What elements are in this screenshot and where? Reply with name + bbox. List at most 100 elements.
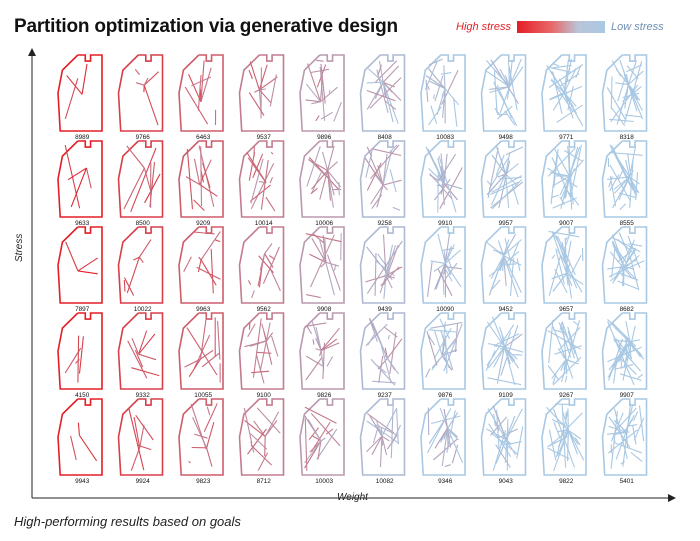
structural-member [496, 346, 506, 384]
structural-member [308, 159, 328, 171]
structural-member [445, 262, 458, 279]
structural-member [563, 67, 577, 93]
structural-member [606, 87, 627, 121]
structural-member [625, 431, 629, 449]
structural-member [305, 357, 323, 381]
design-cell: 9826 [299, 312, 345, 399]
structural-member [614, 327, 631, 343]
structural-member [503, 239, 522, 257]
design-cell: 9439 [359, 226, 406, 313]
partition-outline [178, 140, 224, 218]
design-cell: 9332 [117, 312, 164, 399]
structural-member [81, 63, 88, 95]
design-value-label: 8682 [620, 306, 635, 313]
structural-member [499, 86, 511, 114]
structural-member [131, 367, 160, 377]
structural-member [70, 435, 77, 461]
structural-member [373, 173, 384, 186]
structural-member [629, 158, 634, 208]
partition-outline [117, 226, 164, 304]
structural-member [433, 438, 458, 461]
structural-member [371, 435, 383, 455]
x-axis-label: Weight [337, 492, 368, 503]
structural-member [494, 421, 500, 432]
structural-member [487, 346, 505, 369]
structural-member [305, 83, 321, 103]
design-cell: 9924 [117, 398, 164, 485]
design-cell: 10055 [178, 312, 224, 399]
structural-member [243, 407, 253, 444]
partition-outline [57, 54, 103, 132]
structural-member [139, 424, 145, 448]
structural-member [559, 73, 580, 87]
structural-member [555, 248, 565, 285]
structural-member [269, 74, 277, 107]
structural-member [486, 70, 510, 88]
structural-member [552, 273, 568, 292]
structural-member [494, 69, 510, 88]
structural-member [319, 350, 322, 357]
design-value-label: 10083 [436, 134, 454, 141]
structural-member [325, 428, 334, 435]
structural-member [427, 408, 452, 454]
structural-member [431, 355, 443, 371]
structural-member [386, 338, 403, 359]
structural-member [570, 144, 582, 197]
structural-member [78, 434, 98, 462]
design-cell: 7897 [57, 226, 103, 313]
structural-member [67, 167, 87, 181]
structural-member [444, 268, 453, 282]
structural-member [304, 406, 337, 424]
structural-member [493, 82, 518, 127]
structural-member [325, 261, 340, 267]
structural-member [505, 151, 511, 175]
structural-member [494, 333, 520, 346]
design-value-label: 9209 [196, 220, 211, 227]
structural-member [186, 149, 194, 210]
structural-member [264, 243, 273, 254]
structural-member [371, 148, 402, 157]
structural-member [443, 251, 446, 264]
design-value-label: 9007 [559, 220, 574, 227]
design-cell: 9771 [541, 54, 587, 141]
structural-member [562, 355, 567, 360]
structural-member [320, 437, 326, 442]
structural-member [607, 346, 642, 363]
structural-member [248, 92, 265, 116]
structural-member [615, 82, 629, 86]
structural-member [552, 175, 570, 187]
structural-member [254, 89, 260, 93]
structural-member [571, 254, 582, 274]
structural-member [304, 440, 322, 464]
structural-member [516, 258, 521, 272]
structural-member [306, 325, 313, 334]
structural-member [552, 197, 577, 209]
structural-member [304, 322, 327, 327]
structural-member [260, 160, 269, 210]
structural-member [316, 59, 324, 62]
structural-member [426, 262, 433, 297]
partition-outline [541, 312, 587, 390]
structural-member [244, 340, 267, 348]
partition-outline [480, 54, 527, 132]
partition-outline [57, 226, 103, 304]
structural-member [306, 146, 321, 187]
structural-member [199, 184, 218, 197]
structural-member [436, 184, 445, 187]
partition-outline [359, 398, 406, 476]
design-cell: 9766 [117, 54, 164, 141]
structural-member [252, 318, 262, 378]
structural-member [549, 171, 570, 177]
structural-member [382, 82, 394, 123]
design-value-label: 9957 [499, 220, 514, 227]
structural-member [442, 88, 446, 119]
design-value-label: 9826 [317, 392, 332, 399]
structural-member [428, 329, 457, 333]
structural-member [311, 101, 321, 105]
partition-outline [178, 312, 224, 390]
structural-member [320, 111, 333, 120]
structural-member [559, 175, 570, 196]
structural-member [187, 73, 202, 103]
structural-member [247, 280, 252, 286]
design-value-label: 9237 [378, 392, 393, 399]
